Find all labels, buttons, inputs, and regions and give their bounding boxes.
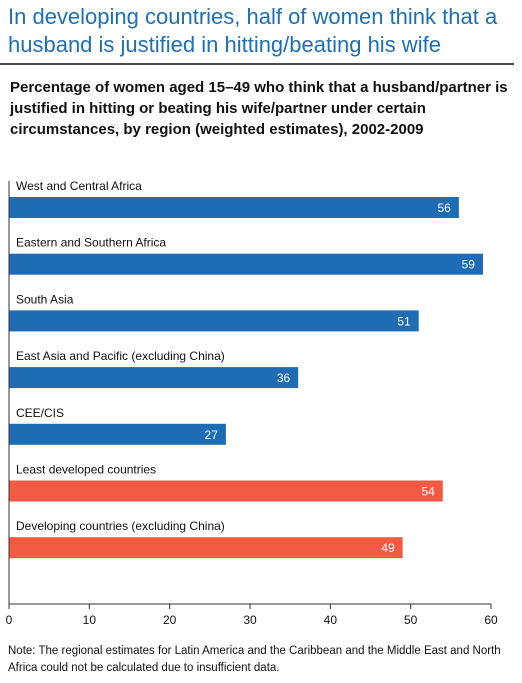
category-label: East Asia and Pacific (excluding China) bbox=[16, 349, 225, 363]
chart-subtitle: Percentage of women aged 15–49 who think… bbox=[10, 79, 508, 138]
bar-value-label: 59 bbox=[462, 258, 476, 272]
x-tick-label: 0 bbox=[6, 613, 13, 627]
x-tick-label: 60 bbox=[484, 613, 498, 627]
bar bbox=[9, 197, 459, 218]
bar bbox=[9, 310, 419, 332]
bar-value-label: 56 bbox=[438, 201, 452, 215]
bar bbox=[9, 367, 299, 389]
bar bbox=[9, 423, 226, 445]
category-label: Least developed countries bbox=[16, 463, 156, 477]
headline-divider bbox=[0, 63, 514, 65]
category-label: West and Central Africa bbox=[16, 179, 142, 193]
category-label: Eastern and Southern Africa bbox=[16, 236, 166, 250]
bar-value-label: 36 bbox=[277, 371, 291, 385]
bar-chart: West and Central Africa 56 Eastern and Sou… bbox=[6, 179, 498, 627]
bar-value-label: 54 bbox=[421, 485, 435, 499]
x-tick-label: 40 bbox=[324, 613, 338, 627]
category-label: Developing countries (excluding China) bbox=[16, 519, 225, 533]
x-tick-label: 50 bbox=[404, 613, 418, 627]
bar bbox=[9, 480, 443, 502]
category-label: CEE/CIS bbox=[16, 406, 64, 420]
footnote: Note: The regional estimates for Latin A… bbox=[8, 645, 501, 674]
bar-value-label: 49 bbox=[381, 541, 395, 555]
bar bbox=[9, 253, 483, 275]
x-tick-label: 10 bbox=[83, 613, 97, 627]
bars-group: West and Central Africa 56 Eastern and Sou… bbox=[9, 179, 483, 559]
x-tick-label: 20 bbox=[163, 613, 177, 627]
x-tick-label: 30 bbox=[243, 613, 257, 627]
headline: In developing countries, half of women t… bbox=[8, 4, 498, 57]
x-axis: 0 10 20 30 40 50 60 bbox=[6, 181, 498, 627]
bar-value-label: 27 bbox=[205, 428, 219, 442]
category-label: South Asia bbox=[16, 292, 74, 306]
bar-value-label: 51 bbox=[397, 314, 411, 328]
bar bbox=[9, 537, 403, 559]
